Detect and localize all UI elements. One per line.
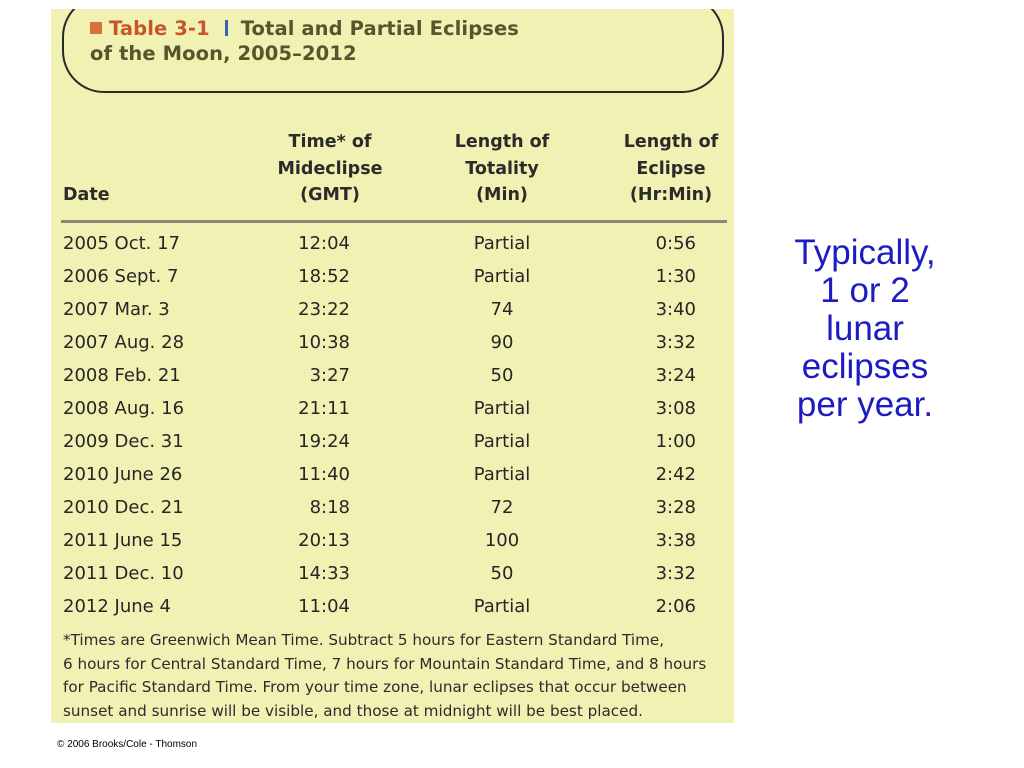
table-footnote: *Times are Greenwich Mean Time. Subtract… (63, 629, 731, 723)
cell-time: 10:38 (298, 332, 350, 353)
table-row: 2010 June 26 11:40 Partial 2:42 (51, 462, 734, 495)
cell-eclipse: 3:38 (655, 530, 696, 551)
table-number: Table 3-1 (109, 17, 210, 40)
cell-eclipse: 2:06 (655, 596, 696, 617)
cell-totality: Partial (473, 596, 531, 617)
table-row: 2010 Dec. 21 8:18 72 3:28 (51, 495, 734, 528)
cell-totality: 90 (490, 332, 514, 353)
table-title-line-1: Table 3-1 Total and Partial Eclipses (90, 16, 519, 41)
table-title-text-2: of the Moon, 2005–2012 (90, 42, 357, 65)
cell-eclipse: 3:28 (655, 497, 696, 518)
table-body: 2005 Oct. 17 12:04 Partial 0:56 2006 Sept. … (51, 231, 734, 627)
footnote-line: 6 hours for Central Standard Time, 7 hou… (63, 654, 707, 673)
eclipse-table-panel: Table 3-1 Total and Partial Eclipses of t… (51, 9, 734, 723)
cell-time: 11:40 (298, 464, 350, 485)
column-header-date-text: Date (63, 185, 110, 205)
table-row: 2011 Dec. 10 14:33 50 3:32 (51, 561, 734, 594)
cell-eclipse: 1:00 (655, 431, 696, 452)
column-header-time-line: (GMT) (300, 185, 360, 205)
column-header-time-line: Mideclipse (277, 158, 383, 179)
cell-time: 19:24 (298, 431, 350, 452)
cell-time: 14:33 (298, 563, 350, 584)
cell-time: 18:52 (298, 266, 350, 287)
cell-time: 11:04 (298, 596, 350, 617)
side-note: Typically, 1 or 2 lunar eclipses per yea… (760, 234, 970, 424)
footnote-line: sunset and sunrise will be visible, and … (63, 701, 643, 720)
cell-totality: Partial (473, 431, 531, 452)
cell-time: 12:04 (298, 233, 350, 254)
table-title-text-1: Total and Partial Eclipses (240, 17, 520, 40)
cell-date: 2007 Aug. 28 (63, 332, 185, 353)
cell-date: 2011 Dec. 10 (63, 563, 184, 584)
cell-time: 8:18 (309, 497, 350, 518)
column-header-totality-line: Length of (454, 132, 550, 152)
copyright-notice: © 2006 Brooks/Cole - Thomson (57, 739, 198, 750)
table-row: 2005 Oct. 17 12:04 Partial 0:56 (51, 231, 734, 264)
cell-date: 2007 Mar. 3 (63, 299, 170, 320)
table-row: 2011 June 15 20:13 100 3:38 (51, 528, 734, 561)
cell-date: 2005 Oct. 17 (63, 233, 180, 254)
cell-totality: Partial (473, 233, 531, 254)
column-header-time: Time* of Mideclipse (GMT) (256, 129, 404, 209)
cell-date: 2012 June 4 (63, 596, 171, 617)
table-row: 2009 Dec. 31 19:24 Partial 1:00 (51, 429, 734, 462)
cell-totality: 74 (490, 299, 514, 320)
cell-eclipse: 3:32 (655, 332, 696, 353)
table-title: Table 3-1 Total and Partial Eclipses of t… (90, 16, 519, 66)
cell-time: 23:22 (298, 299, 350, 320)
column-header-totality-line: (Min) (476, 185, 528, 205)
cell-eclipse: 2:42 (655, 464, 696, 485)
side-note-line: eclipses (801, 347, 929, 386)
title-separator (224, 20, 228, 36)
cell-date: 2008 Aug. 16 (63, 398, 185, 419)
column-header-totality-line: Totality (465, 158, 539, 179)
cell-totality: Partial (473, 464, 531, 485)
cell-totality: 100 (484, 530, 520, 551)
cell-eclipse: 0:56 (655, 233, 696, 254)
side-note-line: Typically, (794, 233, 936, 272)
cell-eclipse: 3:08 (655, 398, 696, 419)
cell-eclipse: 3:32 (655, 563, 696, 584)
table-row: 2008 Feb. 21 3:27 50 3:24 (51, 363, 734, 396)
cell-date: 2011 June 15 (63, 530, 183, 551)
table-row: 2012 June 4 11:04 Partial 2:06 (51, 594, 734, 627)
cell-date: 2006 Sept. 7 (63, 266, 179, 287)
header-divider (61, 220, 727, 223)
cell-time: 20:13 (298, 530, 350, 551)
footnote-line: *Times are Greenwich Mean Time. Subtract… (63, 631, 665, 649)
cell-date: 2010 Dec. 21 (63, 497, 184, 518)
table-row: 2007 Aug. 28 10:38 90 3:32 (51, 330, 734, 363)
column-header-eclipse-line: Eclipse (636, 158, 706, 179)
cell-totality: 50 (490, 563, 514, 584)
cell-date: 2010 June 26 (63, 464, 183, 485)
cell-eclipse: 3:40 (655, 299, 696, 320)
table-row: 2007 Mar. 3 23:22 74 3:40 (51, 297, 734, 330)
cell-totality: Partial (473, 266, 531, 287)
column-header-eclipse-line: (Hr:Min) (629, 185, 713, 205)
cell-totality: 72 (490, 497, 514, 518)
cell-time: 21:11 (298, 398, 350, 419)
table-row: 2008 Aug. 16 21:11 Partial 3:08 (51, 396, 734, 429)
cell-totality: 50 (490, 365, 514, 386)
square-bullet-icon (90, 22, 102, 34)
side-note-line: per year. (796, 385, 934, 424)
column-header-eclipse: Length of Eclipse (Hr:Min) (606, 129, 734, 209)
cell-eclipse: 3:24 (655, 365, 696, 386)
cell-date: 2008 Feb. 21 (63, 365, 181, 386)
column-header-date: Date (63, 182, 110, 209)
column-header-time-line: Time* of (288, 132, 372, 152)
cell-time: 3:27 (309, 365, 350, 386)
cell-eclipse: 1:30 (655, 266, 696, 287)
table-title-box (62, 9, 724, 93)
footnote-line: for Pacific Standard Time. From your tim… (63, 678, 687, 696)
cell-date: 2009 Dec. 31 (63, 431, 184, 452)
side-note-line: 1 or 2 (820, 271, 910, 310)
table-row: 2006 Sept. 7 18:52 Partial 1:30 (51, 264, 734, 297)
column-header-totality: Length of Totality (Min) (434, 129, 570, 209)
side-note-line: lunar (826, 309, 904, 348)
cell-totality: Partial (473, 398, 531, 419)
column-header-eclipse-line: Length of (623, 132, 719, 152)
